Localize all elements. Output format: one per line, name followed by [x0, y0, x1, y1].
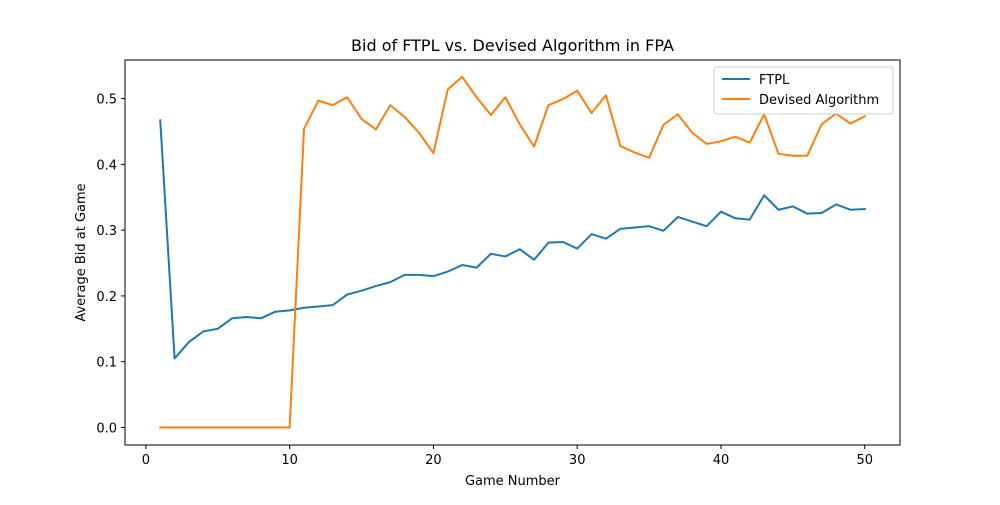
- y-tick-label: 0.4: [96, 158, 117, 173]
- series-line-devised-algorithm: [159, 75, 867, 429]
- y-tick-label: 0.3: [96, 224, 117, 239]
- x-tick-label: 40: [713, 453, 730, 468]
- x-tick-label: 10: [281, 453, 298, 468]
- legend-label-ftpl: FTPL: [759, 73, 790, 88]
- legend-box: [713, 66, 894, 115]
- y-axis-ticks: 0.0 0.1 0.2 0.3 0.4 0.5: [96, 93, 125, 437]
- legend: FTPL Devised Algorithm: [713, 66, 894, 115]
- chart-title: Bid of FTPL vs. Devised Algorithm in FPA: [351, 36, 674, 55]
- y-axis-label: Average Bid at Game: [74, 183, 89, 321]
- y-tick-label: 0.2: [96, 290, 117, 305]
- series-line-ftpl: [159, 119, 866, 360]
- x-axis-ticks: 0 10 20 30 40 50: [142, 445, 873, 468]
- series-layer: [159, 75, 867, 429]
- x-tick-label: 50: [856, 453, 873, 468]
- x-tick-label: 0: [142, 453, 150, 468]
- y-tick-label: 0.1: [96, 356, 117, 371]
- y-tick-label: 0.5: [96, 93, 117, 108]
- y-tick-label: 0.0: [96, 422, 117, 437]
- x-tick-label: 30: [569, 453, 586, 468]
- legend-label-devised-algorithm: Devised Algorithm: [759, 93, 879, 108]
- x-tick-label: 20: [425, 453, 442, 468]
- x-axis-label: Game Number: [465, 474, 561, 489]
- plot-frame: [124, 59, 901, 446]
